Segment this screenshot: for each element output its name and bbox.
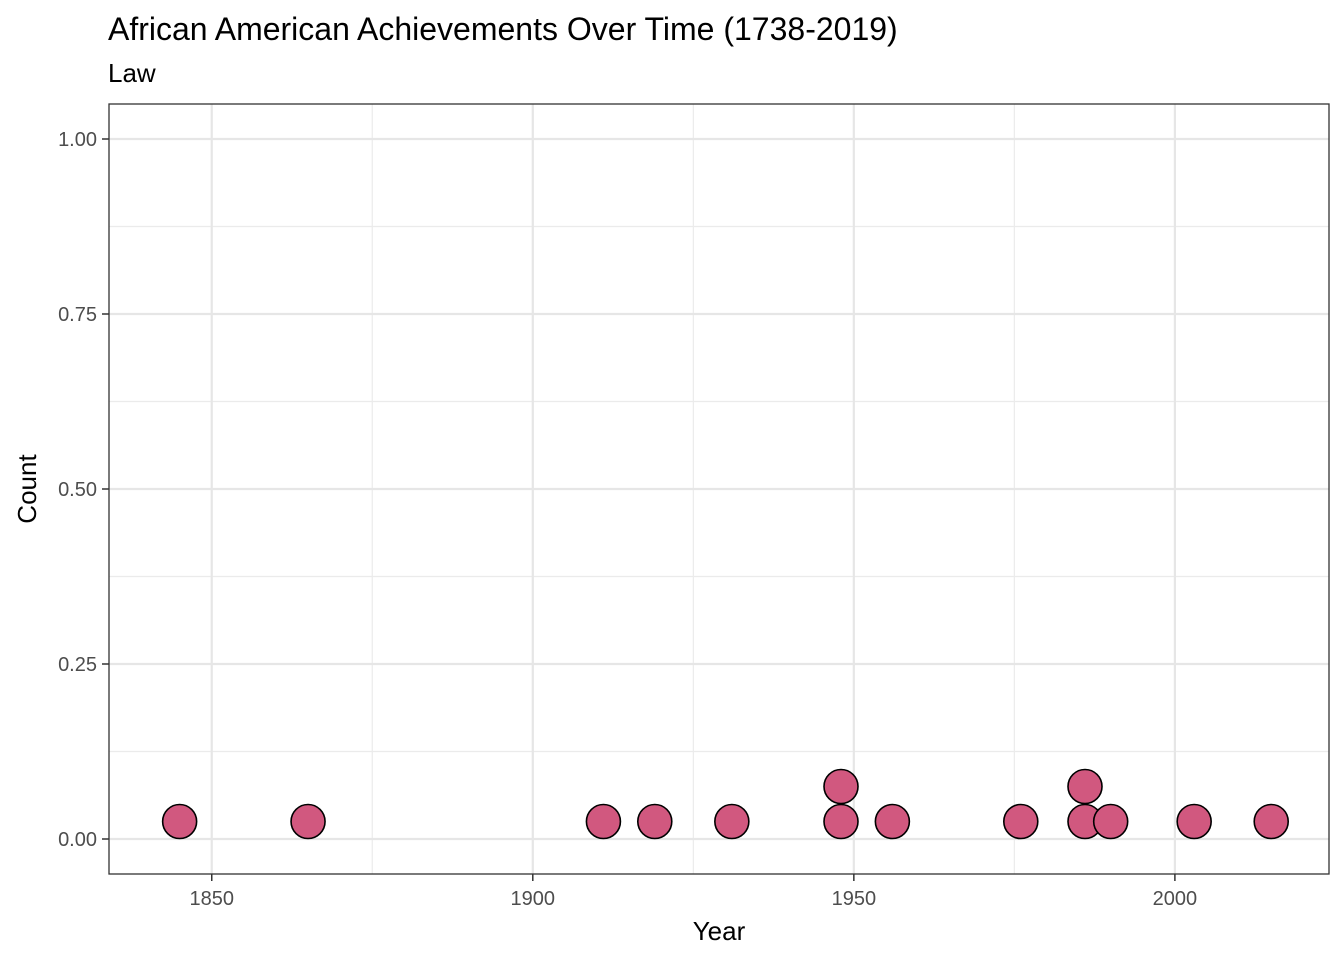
- data-point: [714, 803, 750, 840]
- grid-major: [109, 104, 1329, 874]
- data-point: [874, 803, 911, 840]
- data-point: [585, 803, 622, 840]
- x-axis: 1850 1900 1950 2000: [189, 874, 1197, 910]
- data-point: [823, 803, 859, 840]
- data-point: [636, 803, 673, 840]
- y-axis: 0.00 0.25 0.50 0.75 1.00: [58, 129, 109, 851]
- y-axis-title: Count: [12, 454, 42, 524]
- x-axis-title: Year: [693, 916, 746, 946]
- x-tick-label: 2000: [1153, 888, 1198, 910]
- y-tick-label: 0.50: [58, 479, 97, 501]
- data-point: [161, 803, 198, 840]
- data-points: [161, 768, 1290, 840]
- x-tick-label: 1950: [832, 888, 877, 910]
- y-tick-label: 0.25: [58, 654, 97, 676]
- y-tick-label: 0.00: [58, 829, 97, 851]
- y-tick-label: 1.00: [58, 129, 97, 151]
- data-point: [290, 803, 326, 840]
- data-point: [823, 768, 859, 805]
- chart-title: African American Achievements Over Time …: [108, 11, 898, 47]
- data-point: [1067, 768, 1103, 805]
- data-point: [1176, 803, 1212, 840]
- data-point: [1253, 803, 1290, 840]
- x-tick-label: 1850: [189, 888, 234, 910]
- y-tick-label: 0.75: [58, 304, 97, 326]
- data-point: [1092, 803, 1129, 840]
- data-point: [1002, 803, 1039, 840]
- chart-subtitle: Law: [108, 58, 156, 88]
- x-tick-label: 1900: [511, 888, 556, 910]
